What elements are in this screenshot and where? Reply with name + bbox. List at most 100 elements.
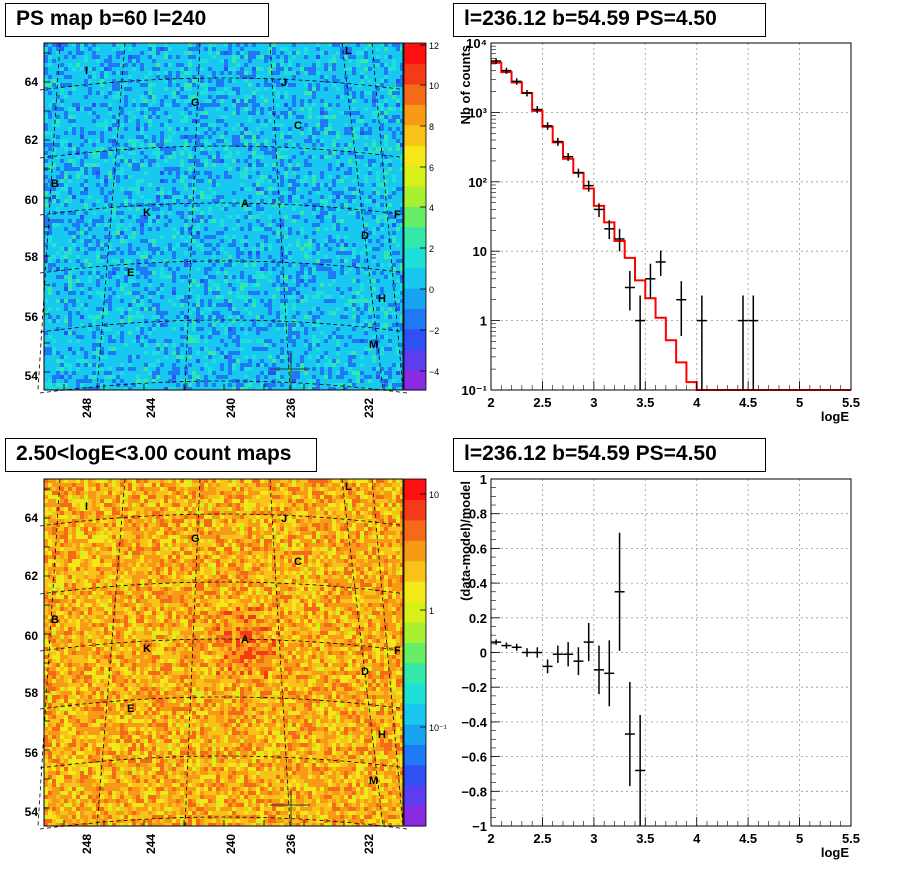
spectrum-title: l=236.12 b=54.59 PS=4.50: [453, 3, 766, 37]
y-tick-label: 0.8: [469, 507, 487, 522]
colorbar-swatch: [404, 83, 426, 105]
region-label-h: H: [378, 729, 386, 741]
data-point: [563, 153, 574, 161]
longitude-line: [341, 478, 384, 827]
colorbar-swatch: [404, 124, 426, 146]
data-point: [491, 58, 502, 64]
y-tick-label: 54: [25, 369, 39, 383]
latitude-line: [39, 638, 408, 652]
y-tick-label: 56: [25, 310, 39, 324]
region-label-b: B: [51, 614, 59, 626]
x-tick-label: 5: [796, 831, 803, 846]
spectrum-grid: [490, 42, 852, 391]
x-tick-label: 3: [590, 831, 597, 846]
colorbar-swatch: [404, 43, 426, 65]
region-label-f: F: [394, 645, 401, 657]
colorbar-swatch: [404, 267, 426, 289]
x-tick-label: 2: [487, 831, 494, 846]
spectrum-model-histogram: [491, 61, 851, 391]
x-tick-label: 5: [796, 395, 803, 410]
latitude-line: [39, 755, 408, 769]
longitude-line: [184, 478, 201, 827]
colorbar-frame: [403, 478, 427, 827]
region-label-m: M: [369, 775, 378, 787]
data-point: [645, 263, 656, 299]
residual-point: [583, 623, 594, 662]
residual-axes: 2 2.5 3 3.5 4 4.5 5 5.5 −1 −0.8 −0.6 −0.4 −0.2 0 0.2 0.…: [458, 472, 860, 860]
region-label-e: E: [127, 703, 134, 715]
latitude-line: [39, 816, 408, 830]
x-axis-label: logE: [821, 845, 849, 860]
colorbar-swatch: [404, 206, 426, 228]
colorbar-swatch: [404, 683, 426, 705]
spectrum-axes: 2 2.5 3 3.5 4 4.5 5 5.5 10⁻¹ 1 10 10² 10³ 10⁴ logE Nb o…: [458, 36, 860, 424]
residual-title: l=236.12 b=54.59 PS=4.50: [453, 438, 766, 472]
data-point: [738, 295, 748, 390]
longitude-line: [269, 42, 291, 391]
region-label-c: C: [294, 120, 302, 132]
x-tick-label: 4: [693, 831, 701, 846]
colorbar-swatch: [404, 723, 426, 745]
colorbar-swatch: [404, 499, 426, 521]
colorbar-tick-label: −4: [429, 367, 439, 377]
y-tick-label: 0.4: [469, 576, 488, 591]
longitude-line: [37, 478, 61, 827]
x-tick-label: 240: [224, 834, 238, 854]
colorbar-swatch: [404, 226, 426, 248]
y-tick-label: 58: [25, 250, 39, 264]
region-label-m: M: [369, 339, 378, 351]
y-tick-label: −0.2: [461, 680, 487, 695]
residual-point: [532, 647, 543, 658]
residual-point: [594, 645, 604, 695]
region-label-i: I: [85, 65, 88, 77]
residual-point: [624, 681, 635, 787]
latitude-line: [39, 202, 408, 216]
region-label-j: J: [281, 77, 287, 89]
colorbar-tick-label: 1: [429, 606, 434, 616]
count-map-panel: L I J G C B K A F D E H M 64 62 60 58 56 54 248 244 240 236 23…: [25, 478, 447, 854]
colorbar-swatch: [404, 662, 426, 684]
ps-map-frame: [43, 42, 404, 391]
latitude-line: [39, 581, 408, 595]
data-point: [522, 90, 532, 97]
y-tick-label: 56: [25, 746, 39, 760]
colorbar-tick-label: 4: [429, 203, 434, 213]
spectrum-panel: 2 2.5 3 3.5 4 4.5 5 5.5 10⁻¹ 1 10 10² 10³ 10⁴ logE Nb o…: [458, 36, 860, 424]
data-point: [614, 228, 625, 252]
count-map-axes: 64 62 60 58 56 54 248 244 240 236 232: [25, 488, 385, 854]
region-label-l: L: [345, 481, 352, 493]
longitude-line: [341, 42, 384, 391]
colorbar-tick-label: 12: [429, 41, 439, 51]
colorbar-swatch: [404, 328, 426, 350]
colorbar-swatch: [404, 519, 426, 541]
y-tick-label: 62: [25, 133, 39, 147]
residual-point: [511, 643, 522, 651]
y-tick-label: 64: [25, 511, 39, 525]
x-tick-label: 4.5: [739, 395, 757, 410]
longitude-line: [96, 478, 126, 827]
x-tick-label: 5.5: [842, 831, 860, 846]
colorbar-swatch: [404, 287, 426, 309]
region-label-k: K: [143, 207, 151, 219]
y-tick-label: 60: [25, 629, 39, 643]
residual-point: [563, 642, 574, 667]
y-tick-label: 0: [480, 646, 487, 661]
y-tick-label: −0.4: [461, 715, 487, 730]
colorbar-swatch: [404, 744, 426, 766]
model-histogram-line: [491, 61, 851, 391]
count-map-frame: [43, 478, 404, 827]
residual-grid: [490, 478, 852, 827]
region-label-j: J: [281, 513, 287, 525]
colorbar-swatch: [404, 540, 426, 562]
colorbar-swatch: [404, 785, 426, 807]
ps-map-title: PS map b=60 l=240: [5, 3, 269, 37]
y-tick-label: 58: [25, 686, 39, 700]
y-tick-label: −0.8: [461, 784, 487, 799]
latitude-line: [39, 145, 408, 159]
data-point: [552, 137, 563, 146]
x-tick-label: 248: [80, 834, 94, 854]
x-tick-label: 236: [284, 398, 298, 418]
ps-map-region-labels: L I J G C B K A F D E H M: [51, 45, 401, 351]
